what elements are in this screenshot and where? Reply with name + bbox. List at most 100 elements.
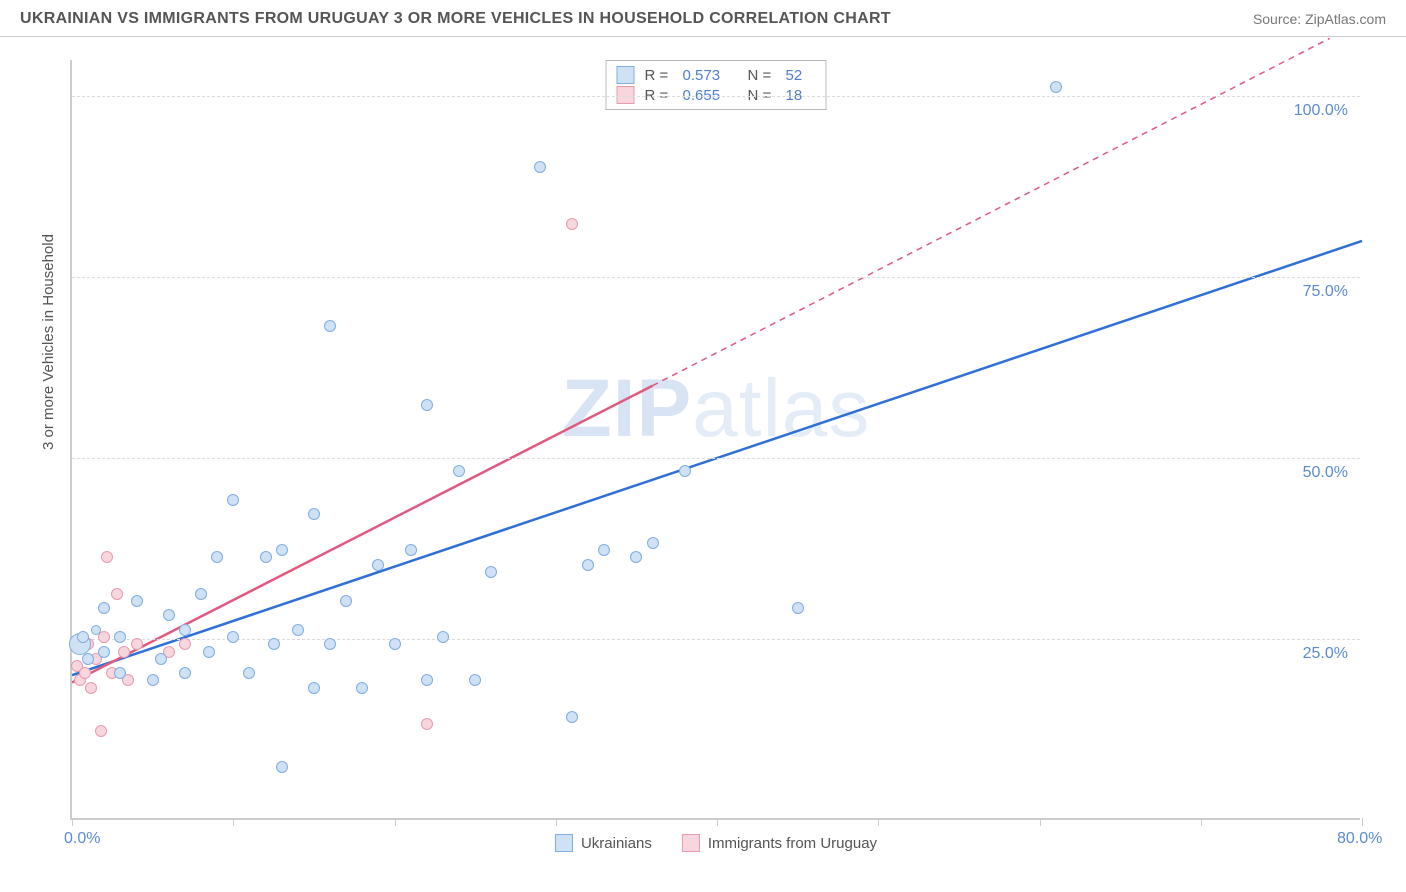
watermark-zip: ZIP	[562, 363, 693, 454]
swatch-ukrainians	[617, 66, 635, 84]
data-point-ukrainians	[356, 682, 368, 694]
n-label-a: N =	[748, 67, 776, 84]
y-axis-label: 3 or more Vehicles in Household	[40, 234, 57, 450]
legend-row-a: R = 0.573 N = 52	[617, 65, 816, 85]
x-tick	[1040, 818, 1041, 826]
legend-item-ukrainians: Ukrainians	[555, 834, 652, 852]
x-tick	[233, 818, 234, 826]
x-tick	[878, 818, 879, 826]
data-point-uruguay	[421, 718, 433, 730]
data-point-uruguay	[101, 551, 113, 563]
data-point-ukrainians	[195, 588, 207, 600]
data-point-ukrainians	[405, 544, 417, 556]
data-point-ukrainians	[82, 653, 94, 665]
swatch-uruguay-icon	[682, 834, 700, 852]
watermark: ZIPatlas	[562, 362, 871, 456]
scatter-plot: ZIPatlas R = 0.573 N = 52 R = 0.655 N = …	[70, 60, 1360, 820]
y-tick-label: 75.0%	[1303, 283, 1348, 301]
data-point-ukrainians	[421, 399, 433, 411]
r-value-a: 0.573	[683, 67, 738, 84]
data-point-ukrainians	[268, 638, 280, 650]
data-point-ukrainians	[203, 646, 215, 658]
chart-title: UKRAINIAN VS IMMIGRANTS FROM URUGUAY 3 O…	[20, 10, 891, 28]
data-point-ukrainians	[114, 631, 126, 643]
data-point-ukrainians	[91, 625, 101, 635]
y-tick-label: 100.0%	[1294, 102, 1348, 120]
legend-item-uruguay: Immigrants from Uruguay	[682, 834, 877, 852]
data-point-ukrainians	[243, 667, 255, 679]
data-point-ukrainians	[453, 465, 465, 477]
data-point-ukrainians	[437, 631, 449, 643]
x-tick	[395, 818, 396, 826]
data-point-ukrainians	[421, 674, 433, 686]
swatch-uruguay	[617, 86, 635, 104]
data-point-ukrainians	[147, 674, 159, 686]
data-point-ukrainians	[372, 559, 384, 571]
data-point-ukrainians	[211, 551, 223, 563]
data-point-ukrainians	[98, 602, 110, 614]
data-point-uruguay	[179, 638, 191, 650]
data-point-ukrainians	[131, 595, 143, 607]
data-point-ukrainians	[485, 566, 497, 578]
x-tick-label: 80.0%	[1337, 830, 1382, 848]
data-point-ukrainians	[77, 631, 89, 643]
title-bar: UKRAINIAN VS IMMIGRANTS FROM URUGUAY 3 O…	[0, 0, 1406, 37]
x-tick	[1201, 818, 1202, 826]
data-point-ukrainians	[647, 537, 659, 549]
data-point-ukrainians	[114, 667, 126, 679]
data-point-uruguay	[79, 667, 91, 679]
data-point-ukrainians	[324, 638, 336, 650]
r-label-b: R =	[645, 87, 673, 104]
x-tick	[717, 818, 718, 826]
data-point-ukrainians	[1050, 81, 1062, 93]
legend-row-b: R = 0.655 N = 18	[617, 85, 816, 105]
data-point-uruguay	[118, 646, 130, 658]
data-point-ukrainians	[227, 494, 239, 506]
data-point-ukrainians	[324, 320, 336, 332]
r-value-b: 0.655	[683, 87, 738, 104]
data-point-ukrainians	[566, 711, 578, 723]
data-point-ukrainians	[179, 624, 191, 636]
x-tick-label: 0.0%	[64, 830, 100, 848]
data-point-uruguay	[131, 638, 143, 650]
data-point-ukrainians	[582, 559, 594, 571]
data-point-ukrainians	[227, 631, 239, 643]
x-tick	[556, 818, 557, 826]
data-point-ukrainians	[276, 544, 288, 556]
n-value-a: 52	[786, 67, 816, 84]
data-point-ukrainians	[155, 653, 167, 665]
data-point-ukrainians	[260, 551, 272, 563]
y-tick-label: 50.0%	[1303, 464, 1348, 482]
data-point-ukrainians	[792, 602, 804, 614]
gridline	[72, 639, 1360, 640]
x-tick	[1362, 818, 1363, 826]
legend-label-ukrainians: Ukrainians	[581, 835, 652, 852]
gridline	[72, 96, 1360, 97]
y-tick-label: 25.0%	[1303, 645, 1348, 663]
data-point-ukrainians	[276, 761, 288, 773]
n-value-b: 18	[786, 87, 816, 104]
data-point-ukrainians	[179, 667, 191, 679]
data-point-uruguay	[85, 682, 97, 694]
correlation-legend: R = 0.573 N = 52 R = 0.655 N = 18	[606, 60, 827, 110]
chart-area: 3 or more Vehicles in Household ZIPatlas…	[50, 50, 1380, 840]
data-point-ukrainians	[292, 624, 304, 636]
data-point-ukrainians	[469, 674, 481, 686]
series-legend: Ukrainians Immigrants from Uruguay	[555, 834, 877, 852]
data-point-ukrainians	[340, 595, 352, 607]
r-label-a: R =	[645, 67, 673, 84]
data-point-uruguay	[95, 725, 107, 737]
watermark-atlas: atlas	[692, 363, 870, 454]
data-point-ukrainians	[534, 161, 546, 173]
data-point-ukrainians	[598, 544, 610, 556]
data-point-ukrainians	[308, 682, 320, 694]
source-label: Source: ZipAtlas.com	[1253, 11, 1386, 27]
data-point-ukrainians	[98, 646, 110, 658]
data-point-ukrainians	[308, 508, 320, 520]
data-point-uruguay	[111, 588, 123, 600]
data-point-ukrainians	[630, 551, 642, 563]
n-label-b: N =	[748, 87, 776, 104]
trend-line	[72, 386, 653, 683]
gridline	[72, 458, 1360, 459]
gridline	[72, 277, 1360, 278]
